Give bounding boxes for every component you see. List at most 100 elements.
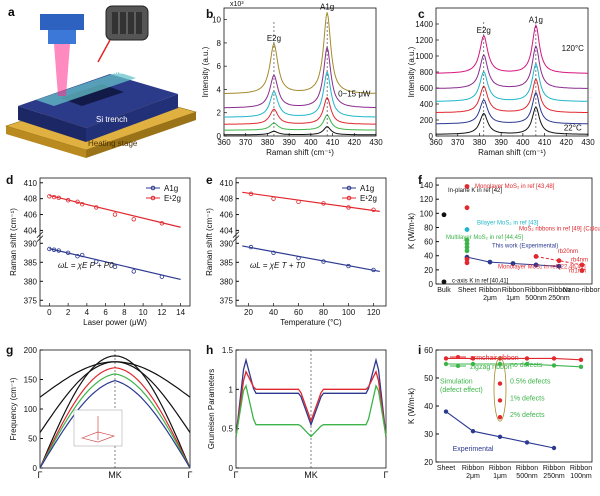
category-label: 250nm — [548, 295, 570, 302]
data-point — [79, 252, 85, 258]
data-point — [533, 254, 539, 259]
data-point — [578, 364, 584, 369]
data-point — [371, 267, 376, 273]
equation: ωL = χE T + T0 — [250, 261, 305, 270]
data-point — [346, 205, 351, 210]
objective-lens — [40, 14, 84, 30]
y-tick-label: 380 — [220, 277, 234, 286]
y-tick-label: 380 — [24, 277, 38, 286]
spectrum-line-0 — [436, 23, 588, 74]
y-tick-label: 8 — [217, 39, 222, 48]
annotation-3: Multilayer MoS₂ in ref [44,45] — [446, 235, 523, 241]
data-point — [112, 264, 118, 270]
data-point — [321, 201, 326, 206]
data-point — [497, 381, 503, 386]
axis-break-1 — [232, 231, 240, 238]
data-point — [470, 361, 476, 367]
data-point — [497, 434, 503, 439]
category-label: Ribbon — [489, 465, 511, 472]
y-axis-label: Frequency (cm⁻¹) — [9, 377, 18, 440]
data-point — [464, 205, 470, 211]
data-point — [551, 445, 557, 451]
annotation-05-defects: 0.5% defects — [510, 379, 551, 386]
y-axis-label: K (W/m-k) — [407, 213, 416, 249]
y-tick-label: 60 — [424, 346, 433, 355]
si-block-top — [18, 74, 178, 128]
panel-letter-f: f — [418, 173, 423, 187]
category-label: Nano-ribbon — [563, 287, 600, 294]
y-tick-label: 120 — [420, 195, 434, 204]
annotation-22c: 22°C — [564, 123, 582, 132]
y-tick-label: 0 — [229, 464, 234, 473]
data-point — [443, 356, 449, 361]
panel-a-schematic: a Laser MoS2 ribbon Si trench Heating st… — [4, 5, 198, 158]
panel-letter-b: b — [206, 7, 213, 21]
annotation-2: Bilayer MoS₂ in ref [43] — [477, 221, 539, 227]
category-label: 2μm — [466, 473, 480, 480]
gruneisen-curve-2 — [235, 384, 387, 438]
data-point — [524, 440, 530, 445]
category-label: 500nm — [516, 473, 538, 480]
x-tick-label: 390 — [282, 138, 296, 147]
y-tick-label: 1 — [229, 385, 234, 394]
x-tick-label: Γ — [188, 470, 193, 480]
peak-label-0: E2g — [267, 34, 281, 43]
data-point — [248, 191, 254, 197]
y-tick-label: 404 — [24, 226, 38, 235]
y-tick-label: 0.5 — [222, 425, 234, 434]
category-label: Bulk — [437, 287, 451, 294]
y-tick-label: 100 — [24, 405, 38, 414]
legend-label-0: armchair ribbon — [470, 355, 519, 362]
y-tick-label: 408 — [24, 195, 38, 204]
si-block-front — [86, 94, 178, 142]
annotation-7: c-axis K in ref [40,41] — [452, 279, 509, 285]
y-tick-label: 406 — [220, 211, 234, 220]
legend-marker-0 — [456, 355, 460, 359]
annotation-9: rb4nm — [571, 257, 588, 263]
y-tick-label: 30 — [424, 430, 433, 439]
y-tick-label: 60 — [424, 238, 433, 247]
y-tick-label: 50 — [424, 374, 433, 383]
y-tick-label: 200 — [24, 346, 38, 355]
data-point — [524, 361, 530, 367]
y-tick-label: 408 — [220, 195, 234, 204]
stage-label: Heating stage — [88, 139, 138, 148]
axis-break-2 — [232, 235, 240, 242]
data-point — [497, 361, 503, 367]
panel-letter-g: g — [6, 343, 13, 357]
axis-break-2 — [36, 235, 44, 242]
spectrum-line-3 — [436, 77, 588, 113]
y-tick-label: 20 — [424, 458, 433, 467]
y-tick-label: 600 — [420, 84, 434, 93]
y-tick-label: 385 — [24, 258, 38, 267]
data-point — [296, 255, 301, 261]
spectrum-line-0 — [224, 12, 377, 94]
data-point — [75, 199, 80, 205]
panel-letter-c: c — [418, 7, 425, 21]
category-label: Ribbon — [570, 465, 592, 472]
spectrum-line-5 — [436, 106, 588, 135]
category-label: 250nm — [543, 473, 565, 480]
data-point — [551, 356, 557, 361]
panel-d-chart: d 0 2 4 6 8 10 12 14 404 406 408 410 375 380 385 390 Lase… — [6, 173, 191, 327]
data-point — [65, 250, 71, 255]
data-point — [578, 357, 584, 362]
series-line-1 — [446, 363, 582, 368]
x-tick-label: 410 — [538, 138, 552, 147]
y-tick-label: 0 — [33, 464, 38, 473]
equation: ωL = χE P + P0 — [58, 261, 114, 270]
x-tick-label: Γ — [234, 470, 239, 480]
series-line-5 — [466, 256, 560, 267]
peak-label-1: A1g — [320, 3, 334, 12]
category-label: 100nm — [570, 473, 592, 480]
annotation-4: This work (Experimental) — [492, 243, 558, 249]
x-tick-label: 14 — [176, 308, 185, 317]
annotation-simulation-2: (defect effect) — [440, 387, 483, 394]
fit-line-0 — [242, 245, 380, 273]
y-tick-label: 404 — [220, 226, 234, 235]
data-point — [497, 398, 503, 403]
y-tick-label: 400 — [420, 100, 434, 109]
x-tick-label: 6 — [103, 308, 108, 317]
spectrum-line-1 — [436, 44, 588, 89]
